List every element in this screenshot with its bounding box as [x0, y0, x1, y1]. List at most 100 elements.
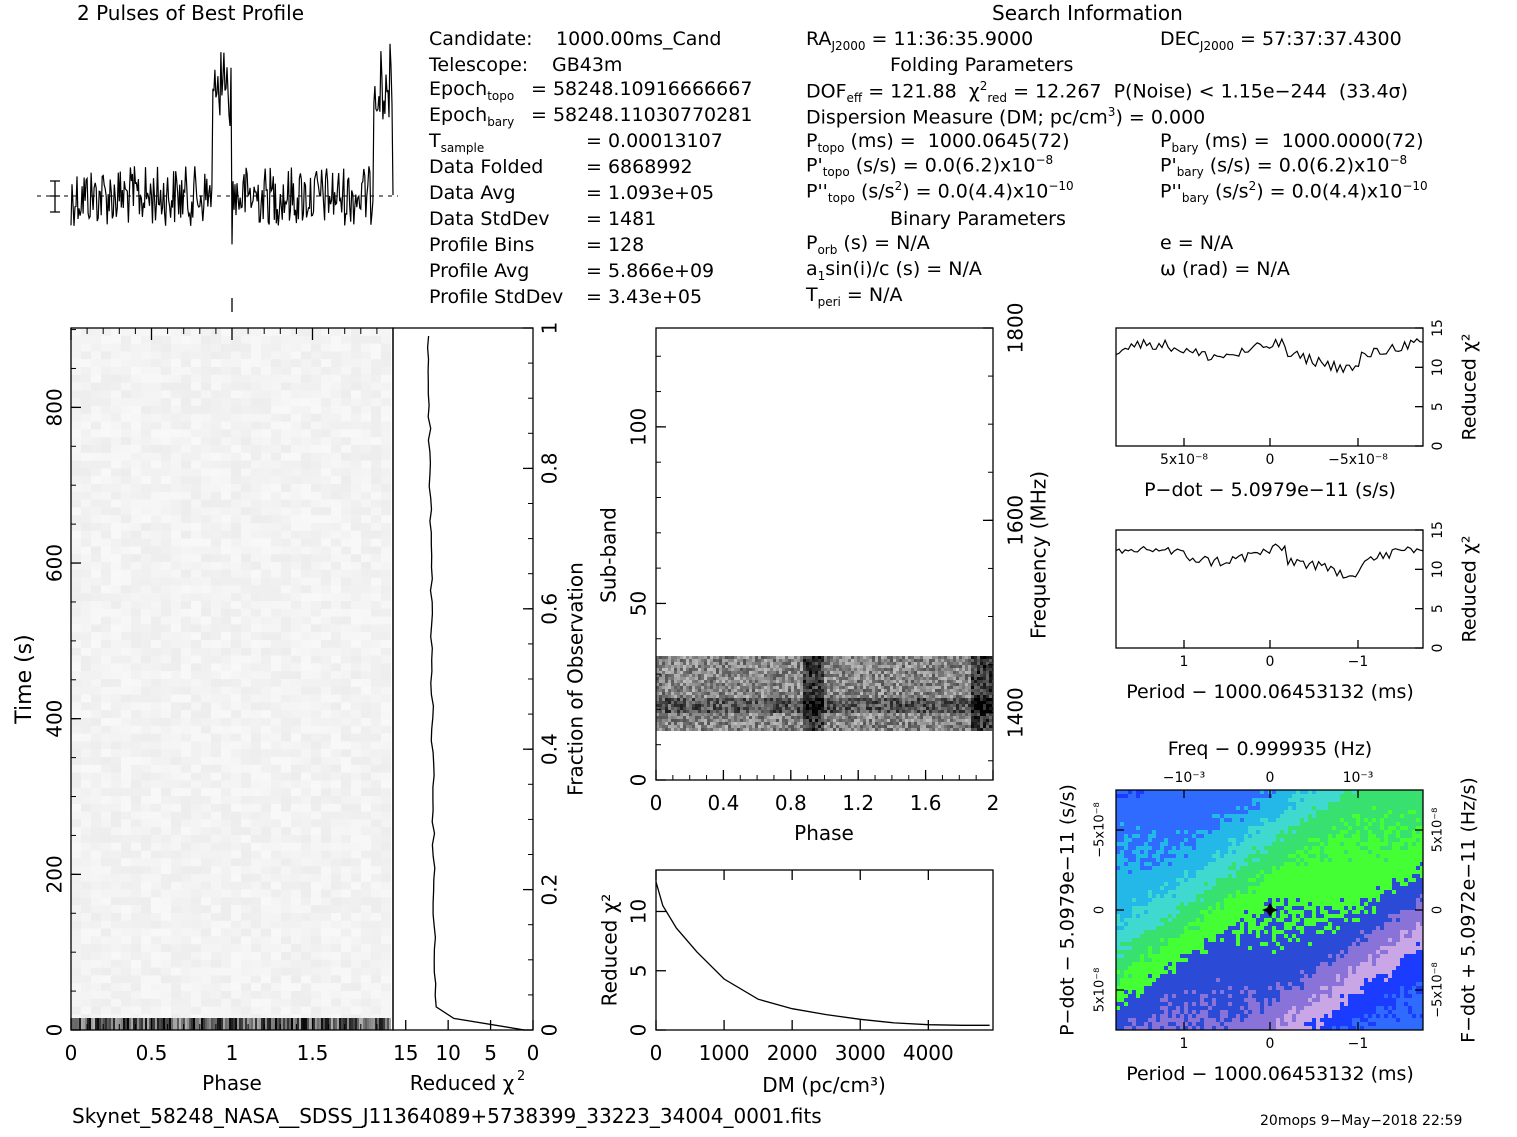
- tick-label: 0.4: [538, 733, 562, 765]
- tick-label: 15: [1430, 521, 1446, 539]
- pulse-profile-line: [71, 44, 393, 245]
- tick-label: 3000: [835, 1041, 886, 1065]
- tick-label: 5: [1430, 604, 1446, 613]
- cand-value: = 58248.11030770281: [531, 106, 752, 125]
- tick-label: 0: [1431, 906, 1446, 914]
- cand-label: Telescope:: [429, 56, 528, 75]
- pbary-value: Pbary (ms) = 1000.0000(72): [1160, 132, 1424, 154]
- tick-label: 1.5: [297, 1041, 329, 1065]
- cand-value: = 0.00013107: [586, 132, 723, 151]
- omega-value: ω (rad) = N/A: [1160, 260, 1290, 279]
- tick-label: 1000: [699, 1041, 750, 1065]
- tick-label: 0: [1266, 654, 1275, 670]
- footer-stamp: 20mops 9−May−2018 22:59: [1260, 1114, 1462, 1128]
- tick-label: 5: [484, 1041, 497, 1065]
- cand-value: = 5.866e+09: [586, 262, 714, 281]
- tick-label: 800: [43, 388, 67, 426]
- pddtopo-value: P''topo (s/s2) = 0.0(4.4)x10−10: [806, 180, 1074, 204]
- tick-label: 1: [1180, 1036, 1189, 1052]
- subband-ylabel: Sub-band: [597, 507, 621, 603]
- tick-label: 100: [627, 408, 651, 446]
- subband-xlabel: Phase: [794, 821, 854, 845]
- cand-value: GB43m: [552, 56, 622, 75]
- tick-label: 5: [1430, 402, 1446, 411]
- chi2-period-line: [1116, 544, 1423, 578]
- tick-label: 1.2: [842, 791, 874, 815]
- cand-label: Data Folded: [429, 158, 543, 177]
- tick-label: 200: [43, 855, 67, 893]
- cand-label: Candidate:: [429, 30, 533, 49]
- tick-label: 10: [1430, 560, 1446, 578]
- chi2-dm-frame: [656, 870, 993, 1030]
- tick-label: 4000: [903, 1041, 954, 1065]
- pddbary-value: P''bary (s/s2) = 0.0(4.4)x10−10: [1160, 180, 1428, 204]
- chi2-time-line: [428, 336, 525, 1030]
- cand-value: = 1.093e+05: [586, 184, 714, 203]
- tick-label: −1: [1348, 654, 1369, 670]
- chi2-period-xlabel: Period − 1000.06453132 (ms): [1126, 681, 1414, 703]
- tick-label: 15: [1430, 319, 1446, 337]
- pdtopo-value: P'topo (s/s) = 0.0(6.2)x10−8: [806, 154, 1053, 178]
- tick-label: 1800: [1004, 303, 1028, 354]
- dof-value: DOFeff = 121.88 χ2red = 12.267 P(Noise) …: [806, 80, 1408, 104]
- cand-value: = 3.43e+05: [586, 288, 702, 307]
- cand-label: Profile StdDev: [429, 288, 563, 307]
- folding-title: Folding Parameters: [890, 56, 1073, 75]
- pdbary-value: P'bary (s/s) = 0.0(6.2)x10−8: [1160, 154, 1407, 178]
- chi2-pdot-frame: [1116, 328, 1423, 446]
- cand-value: = 1481: [586, 210, 656, 229]
- frequency-label: Frequency (MHz): [1027, 471, 1051, 639]
- dm-value: Dispersion Measure (DM; pc/cm3) = 0.000: [806, 106, 1205, 127]
- tick-label: 0: [527, 1041, 540, 1065]
- tick-label: 10⁻³: [1343, 770, 1374, 786]
- freq-label: Freq − 0.999935 (Hz): [1168, 738, 1372, 760]
- tick-label: 0.6: [538, 593, 562, 625]
- tick-label: 0: [650, 791, 663, 815]
- tick-label: 1400: [1004, 687, 1028, 738]
- tick-label: 1: [538, 322, 562, 335]
- chi2-pdot-ylabel: Reduced χ²: [1459, 334, 1481, 441]
- profile-error-bar: [50, 181, 60, 212]
- tick-label: 5x10⁻⁸: [1160, 452, 1208, 468]
- cand-label: Profile Bins: [429, 236, 534, 255]
- cand-label: Data StdDev: [429, 210, 550, 229]
- chi2-time-xlabel: Reduced χ: [410, 1071, 515, 1095]
- pdot-period-xlabel: Period − 1000.06453132 (ms): [1126, 1063, 1414, 1085]
- time-phase-ylabel: Time (s): [12, 634, 37, 724]
- tick-label: 2000: [767, 1041, 818, 1065]
- tick-label: 1: [226, 1041, 239, 1065]
- tick-label: 0.4: [707, 791, 739, 815]
- tick-label: 0: [65, 1041, 78, 1065]
- tick-label: 0: [1266, 452, 1275, 468]
- tick-label: −10⁻³: [1163, 770, 1206, 786]
- tick-label: 5x10⁻⁸: [1431, 808, 1446, 853]
- tick-label: 0: [627, 1024, 651, 1037]
- tick-label: 0.8: [538, 452, 562, 484]
- ra-value: RAJ2000 = 11:36:35.9000: [806, 30, 1033, 52]
- fdot-label: F−dot + 5.0972e−11 (Hz/s): [1458, 777, 1480, 1043]
- tick-label: 400: [43, 700, 67, 738]
- search-info-title: Search Information: [992, 3, 1183, 23]
- tick-label: 1600: [1004, 495, 1028, 546]
- chi2-time-frame: [393, 328, 533, 1030]
- cand-label: Data Avg: [429, 184, 516, 203]
- footer-filename: Skynet_58248_NASA__SDSS_J11364089+573839…: [72, 1106, 822, 1126]
- tick-label: 0: [1266, 770, 1275, 786]
- tick-label: 15: [393, 1041, 418, 1065]
- chi2-dm-line: [656, 882, 990, 1025]
- dec-value: DECJ2000 = 57:37:37.4300: [1160, 30, 1402, 52]
- fraction-observation-label: Fraction of Observation: [564, 562, 588, 796]
- cand-value: = 58248.10916666667: [531, 80, 752, 99]
- tick-label: 0: [1430, 442, 1446, 451]
- tick-label: 0.8: [775, 791, 807, 815]
- chi2-dm-xlabel: DM (pc/cm³): [762, 1073, 886, 1097]
- tick-label: −5x10⁻⁸: [1093, 802, 1108, 857]
- tick-label: 2: [987, 791, 1000, 815]
- tick-label: 5x10⁻⁸: [1093, 968, 1108, 1013]
- ptopo-value: Ptopo (ms) = 1000.0645(72): [806, 132, 1070, 154]
- chi2-period-frame: [1116, 530, 1423, 648]
- tick-label: 0.2: [538, 874, 562, 906]
- tick-label: 50: [627, 591, 651, 616]
- chi2-period-ylabel: Reduced χ²: [1459, 536, 1481, 643]
- tick-label: 1.6: [910, 791, 942, 815]
